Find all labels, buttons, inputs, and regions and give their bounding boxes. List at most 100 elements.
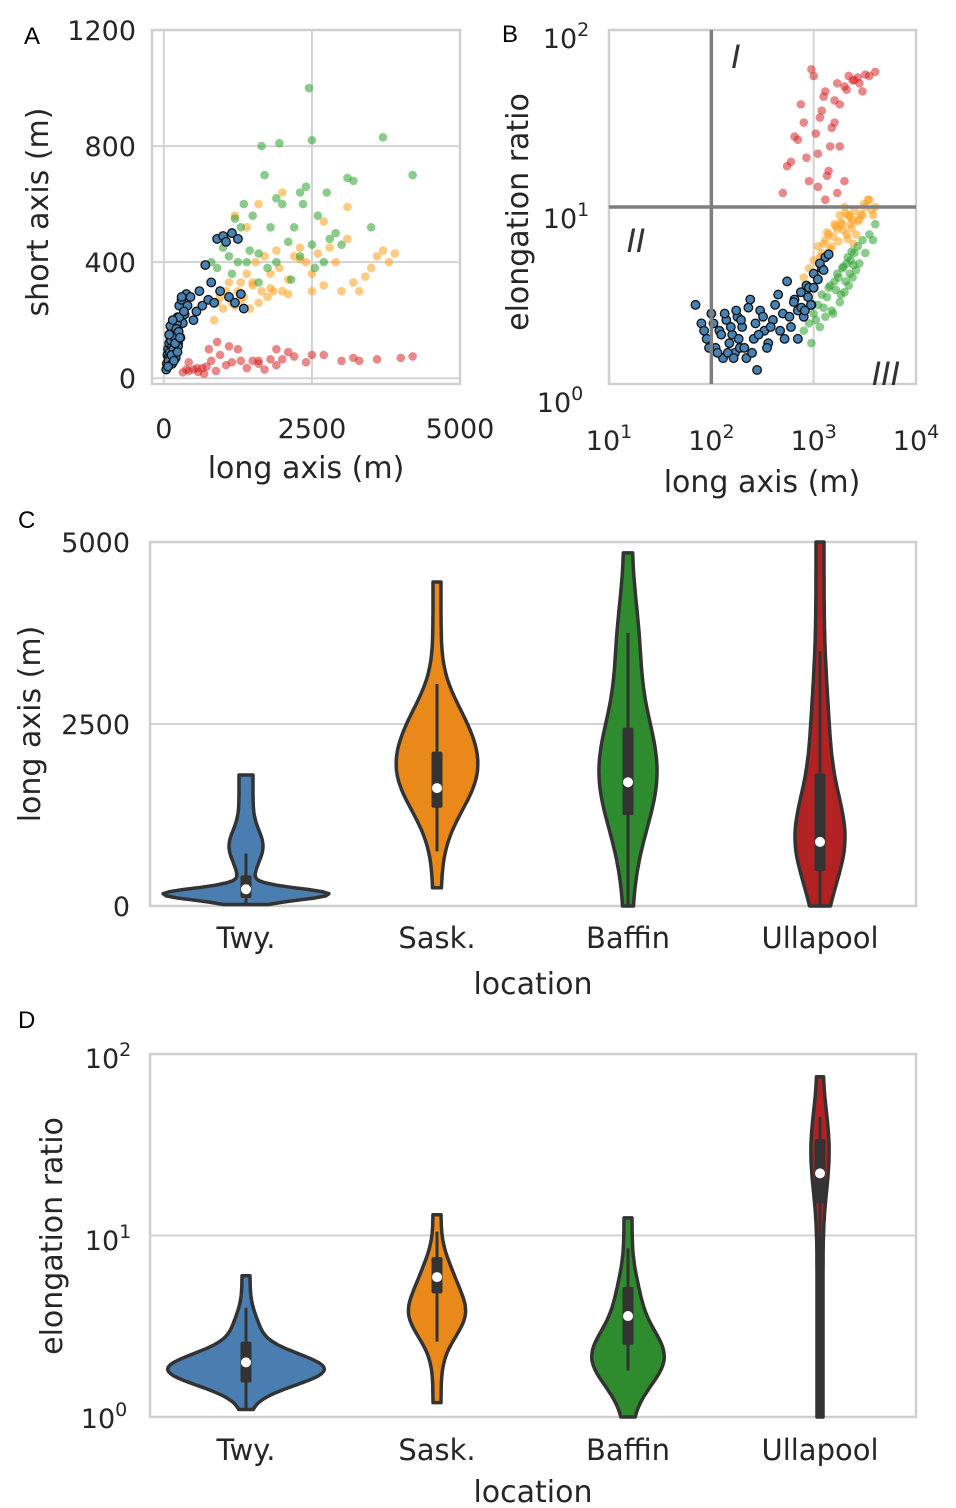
data-point-s2 — [319, 257, 329, 267]
data-point-s0 — [227, 357, 237, 367]
data-point-s1 — [390, 249, 400, 258]
data-point-s1 — [251, 257, 260, 267]
data-point-s0 — [184, 357, 194, 367]
data-point-s3 — [805, 299, 816, 310]
y-tick-label: 102 — [543, 19, 589, 55]
data-point-s2 — [272, 193, 281, 203]
data-point-s0 — [199, 369, 209, 379]
violin-0-median — [241, 1357, 251, 1368]
data-point-s1 — [224, 278, 234, 287]
x-tick-label: 101 — [586, 421, 632, 457]
y-tick-label: 1200 — [67, 16, 136, 47]
data-point-s2 — [310, 263, 320, 273]
data-point-s0 — [408, 352, 417, 361]
data-point-s3 — [773, 289, 784, 300]
data-point-s3 — [174, 332, 185, 343]
data-point-s0 — [842, 85, 851, 94]
violin-1-median — [432, 783, 442, 794]
data-point-s1 — [242, 269, 252, 279]
data-point-s2 — [313, 211, 323, 221]
x-category-label: Ullapool — [761, 1433, 878, 1467]
data-point-s2 — [278, 199, 287, 209]
data-point-s0 — [283, 347, 293, 357]
data-point-s2 — [239, 199, 249, 209]
data-point-s2 — [212, 263, 222, 273]
data-point-s3 — [690, 299, 701, 310]
data-point-s3 — [232, 233, 243, 244]
data-point-s1 — [378, 246, 388, 255]
data-point-s0 — [822, 171, 832, 181]
y-tick-label: 100 — [537, 383, 583, 419]
data-point-s0 — [853, 73, 863, 82]
data-point-s2 — [236, 223, 246, 232]
data-point-s3 — [812, 274, 823, 285]
data-point-s2 — [815, 322, 825, 332]
data-point-s0 — [355, 356, 364, 366]
x-axis-label: location — [473, 1475, 592, 1508]
data-point-s2 — [868, 235, 878, 245]
data-point-s2 — [366, 223, 376, 232]
data-point-s3 — [179, 306, 189, 317]
data-point-s1 — [372, 252, 382, 261]
data-point-s1 — [295, 243, 305, 252]
data-point-s1 — [343, 202, 352, 212]
data-point-s0 — [233, 344, 243, 354]
data-point-s0 — [782, 161, 792, 171]
data-point-s1 — [272, 246, 281, 255]
y-tick-label: 101 — [543, 199, 589, 235]
data-point-s3 — [168, 355, 179, 366]
data-point-s2 — [331, 228, 340, 238]
data-point-s0 — [319, 350, 329, 360]
y-tick-label: 2500 — [61, 710, 130, 741]
x-category-label: Sask. — [398, 921, 475, 955]
data-point-s2 — [847, 247, 856, 256]
data-point-s0 — [266, 355, 275, 364]
data-point-s1 — [313, 249, 323, 258]
data-point-s3 — [784, 311, 795, 322]
data-point-s1 — [257, 286, 266, 296]
data-point-s2 — [408, 170, 417, 180]
data-point-s3 — [725, 322, 736, 332]
data-point-s3 — [752, 365, 763, 375]
violin-2-median — [623, 777, 633, 788]
x-category-label: Ullapool — [761, 921, 878, 955]
data-point-s0 — [832, 188, 842, 198]
data-point-s2 — [834, 273, 843, 282]
y-tick-label: 100 — [81, 1399, 127, 1435]
panel-a-scatter: 0 2500 5000 0 400 800 1200 long axis (m) short a… — [21, 16, 494, 486]
data-point-s0 — [272, 344, 281, 354]
data-point-s3 — [719, 308, 730, 319]
data-point-s0 — [212, 337, 222, 347]
data-point-s3 — [745, 294, 756, 305]
data-point-s3 — [699, 325, 710, 336]
data-point-s0 — [809, 71, 818, 81]
data-point-s3 — [739, 342, 750, 353]
data-point-s3 — [818, 265, 829, 276]
panel-letter-b: B — [502, 21, 518, 48]
data-point-s0 — [204, 344, 214, 354]
data-point-s2 — [325, 234, 334, 244]
x-tick-label: 5000 — [426, 414, 495, 445]
violin-1-median — [432, 1272, 442, 1283]
data-point-s0 — [242, 363, 252, 373]
plot-frame — [148, 540, 918, 908]
data-point-s3 — [795, 287, 806, 298]
data-point-s1 — [863, 195, 873, 204]
data-point-s3 — [743, 302, 754, 313]
data-point-s2 — [804, 319, 814, 328]
data-point-s2 — [853, 241, 863, 251]
data-point-s0 — [811, 129, 821, 138]
data-point-s0 — [799, 118, 809, 127]
data-point-s0 — [790, 132, 799, 141]
data-point-s2 — [849, 260, 858, 270]
region-label-iii: III — [872, 355, 900, 393]
data-point-s0 — [396, 353, 406, 363]
data-point-s2 — [254, 278, 263, 287]
y-tick-label: 0 — [119, 364, 136, 395]
violin-2-iqr-box — [622, 727, 634, 815]
data-point-s2 — [257, 141, 266, 151]
data-point-s0 — [236, 356, 246, 366]
data-point-s2 — [301, 182, 311, 191]
data-point-s0 — [825, 142, 835, 151]
data-point-s1 — [850, 206, 859, 216]
